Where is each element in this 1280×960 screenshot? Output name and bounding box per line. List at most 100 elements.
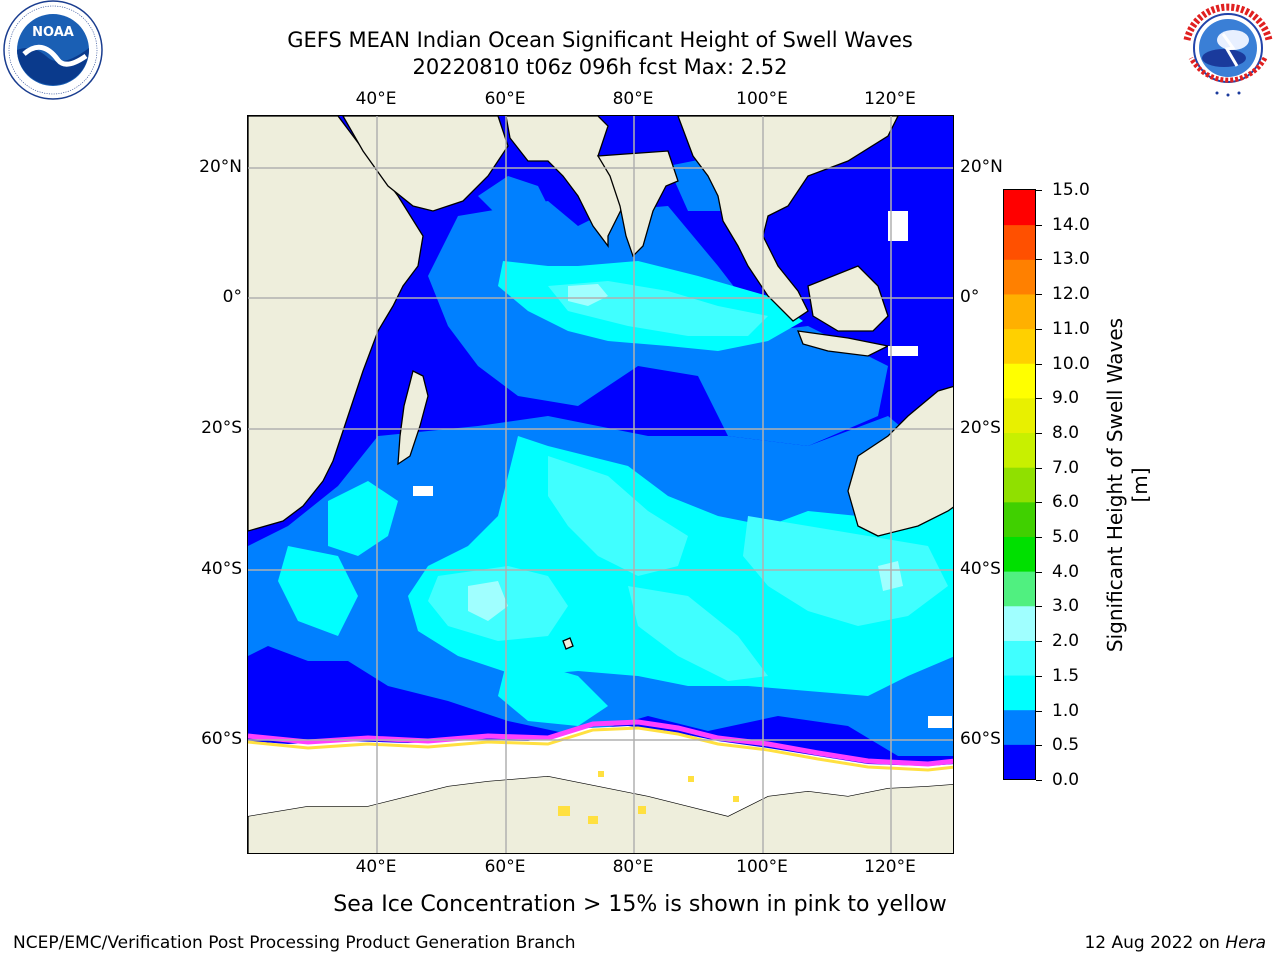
datestamp: 12 Aug 2022 on Hera (1084, 933, 1266, 953)
colorbar-tick-mark (1036, 641, 1042, 643)
lon-tick-bottom: 80°E (612, 857, 654, 877)
lat-tick-right: 40°S (960, 559, 1001, 579)
colorbar-tick-label: 13.0 (1052, 249, 1090, 270)
lat-tick-right: 20°N (960, 157, 1003, 177)
colorbar (1003, 189, 1036, 780)
colorbar-swatch (1004, 397, 1035, 434)
colorbar-tick-label: 3.0 (1052, 596, 1080, 617)
lon-tick-bottom: 60°E (484, 857, 526, 877)
madagascar (397, 370, 429, 466)
map-panel (247, 115, 954, 854)
colorbar-tick-label: 5.0 (1052, 527, 1080, 548)
australia (847, 385, 953, 537)
colorbar-tick-mark (1036, 606, 1042, 608)
india (596, 150, 679, 258)
colorbar-swatch (1004, 640, 1035, 676)
colorbar-tick-mark (1036, 259, 1042, 261)
lat-tick-left: 0° (222, 287, 242, 307)
ice-edge-yellow (248, 726, 953, 772)
colorbar-tick-label: 8.0 (1052, 422, 1080, 443)
ice-spots (558, 771, 739, 824)
lat-tick-right: 20°S (960, 418, 1001, 438)
colorbar-tick-label: 4.0 (1052, 561, 1080, 582)
lat-tick-right: 60°S (960, 729, 1001, 749)
colorbar-tick-mark (1036, 502, 1042, 504)
swell-height-map (248, 116, 953, 853)
colorbar-swatch (1004, 432, 1035, 468)
colorbar-tick-label: 2.0 (1052, 631, 1080, 652)
colorbar-tick-mark (1036, 571, 1042, 573)
lat-tick-left: 40°S (201, 559, 242, 579)
colorbar-swatch (1004, 328, 1035, 364)
colorbar-swatches (1004, 190, 1035, 780)
kerguelen (562, 637, 574, 650)
colorbar-tick-mark (1036, 710, 1042, 712)
colorbar-swatch (1004, 571, 1035, 607)
chart-subtitle: 20220810 t06z 096h fcst Max: 2.52 (412, 55, 788, 79)
lon-tick-bottom: 120°E (864, 857, 916, 877)
colorbar-swatch (1004, 259, 1035, 295)
colorbar-tick-mark (1036, 780, 1042, 781)
colorbar-tick-mark (1036, 224, 1042, 226)
chart-title: GEFS MEAN Indian Ocean Significant Heigh… (287, 28, 913, 52)
noaa-logo: NOAA (3, 0, 103, 100)
colorbar-swatch (1004, 363, 1035, 399)
colorbar-swatch (1004, 536, 1035, 572)
lon-tick-top: 40°E (355, 89, 397, 109)
colorbar-swatch (1004, 605, 1035, 641)
colorbar-swatch (1004, 190, 1035, 226)
colorbar-tick-label: 0.0 (1052, 770, 1080, 790)
lat-tick-left: 20°N (199, 157, 242, 177)
noaa-logo-text: NOAA (32, 25, 74, 40)
colorbar-swatch (1004, 709, 1035, 745)
colorbar-tick-mark (1036, 398, 1042, 400)
lon-tick-bottom: 100°E (736, 857, 788, 877)
lat-tick-left: 60°S (201, 729, 242, 749)
colorbar-tick-mark (1036, 537, 1042, 539)
colorbar-tick-label: 1.5 (1052, 665, 1080, 686)
colorbar-title: Significant Height of Swell Waves [m] (1103, 317, 1152, 653)
islands (413, 211, 952, 728)
colorbar-tick-mark (1036, 745, 1042, 747)
java (796, 330, 890, 357)
colorbar-tick-label: 11.0 (1052, 318, 1090, 339)
colorbar-tick-label: 12.0 (1052, 284, 1090, 305)
datestamp-machine: Hera (1225, 933, 1266, 953)
colorbar-swatch (1004, 467, 1035, 503)
nws-logo (1182, 2, 1274, 97)
colorbar-tick-mark (1036, 675, 1042, 677)
colorbar-tick-label: 1.0 (1052, 700, 1080, 721)
colorbar-swatch (1004, 675, 1035, 711)
colorbar-tick-label: 7.0 (1052, 457, 1080, 478)
lon-tick-top: 60°E (484, 89, 526, 109)
lat-tick-left: 20°S (201, 418, 242, 438)
colorbar-tick-label: 9.0 (1052, 388, 1080, 409)
colorbar-tick-label: 0.5 (1052, 735, 1080, 756)
lon-tick-top: 80°E (612, 89, 654, 109)
swell-band-2.0-3.0 (468, 284, 903, 621)
lat-tick-right: 0° (960, 287, 980, 307)
colorbar-tick-mark (1036, 467, 1042, 469)
colorbar-tick-label: 10.0 (1052, 353, 1090, 374)
colorbar-tick-mark (1036, 190, 1042, 191)
lon-tick-bottom: 40°E (355, 857, 397, 877)
graticule (248, 116, 953, 853)
colorbar-tick-mark (1036, 432, 1042, 434)
sea-ice-caption: Sea Ice Concentration > 15% is shown in … (333, 892, 947, 917)
colorbar-swatch (1004, 224, 1035, 260)
colorbar-tick-label: 6.0 (1052, 492, 1080, 513)
colorbar-tick-mark (1036, 363, 1042, 365)
lon-tick-top: 100°E (736, 89, 788, 109)
credit-line: NCEP/EMC/Verification Post Processing Pr… (13, 933, 576, 953)
india-arabia-gap (505, 116, 624, 248)
ice-edge-pink (248, 719, 953, 767)
colorbar-swatch (1004, 501, 1035, 537)
colorbar-tick-mark (1036, 294, 1042, 296)
colorbar-swatch (1004, 744, 1035, 780)
colorbar-tick-mark (1036, 328, 1042, 330)
colorbar-tick-label: 14.0 (1052, 214, 1090, 235)
datestamp-date: 12 Aug 2022 on (1084, 933, 1220, 953)
colorbar-swatch (1004, 293, 1035, 330)
lon-tick-top: 120°E (864, 89, 916, 109)
colorbar-tick-label: 15.0 (1052, 180, 1090, 200)
